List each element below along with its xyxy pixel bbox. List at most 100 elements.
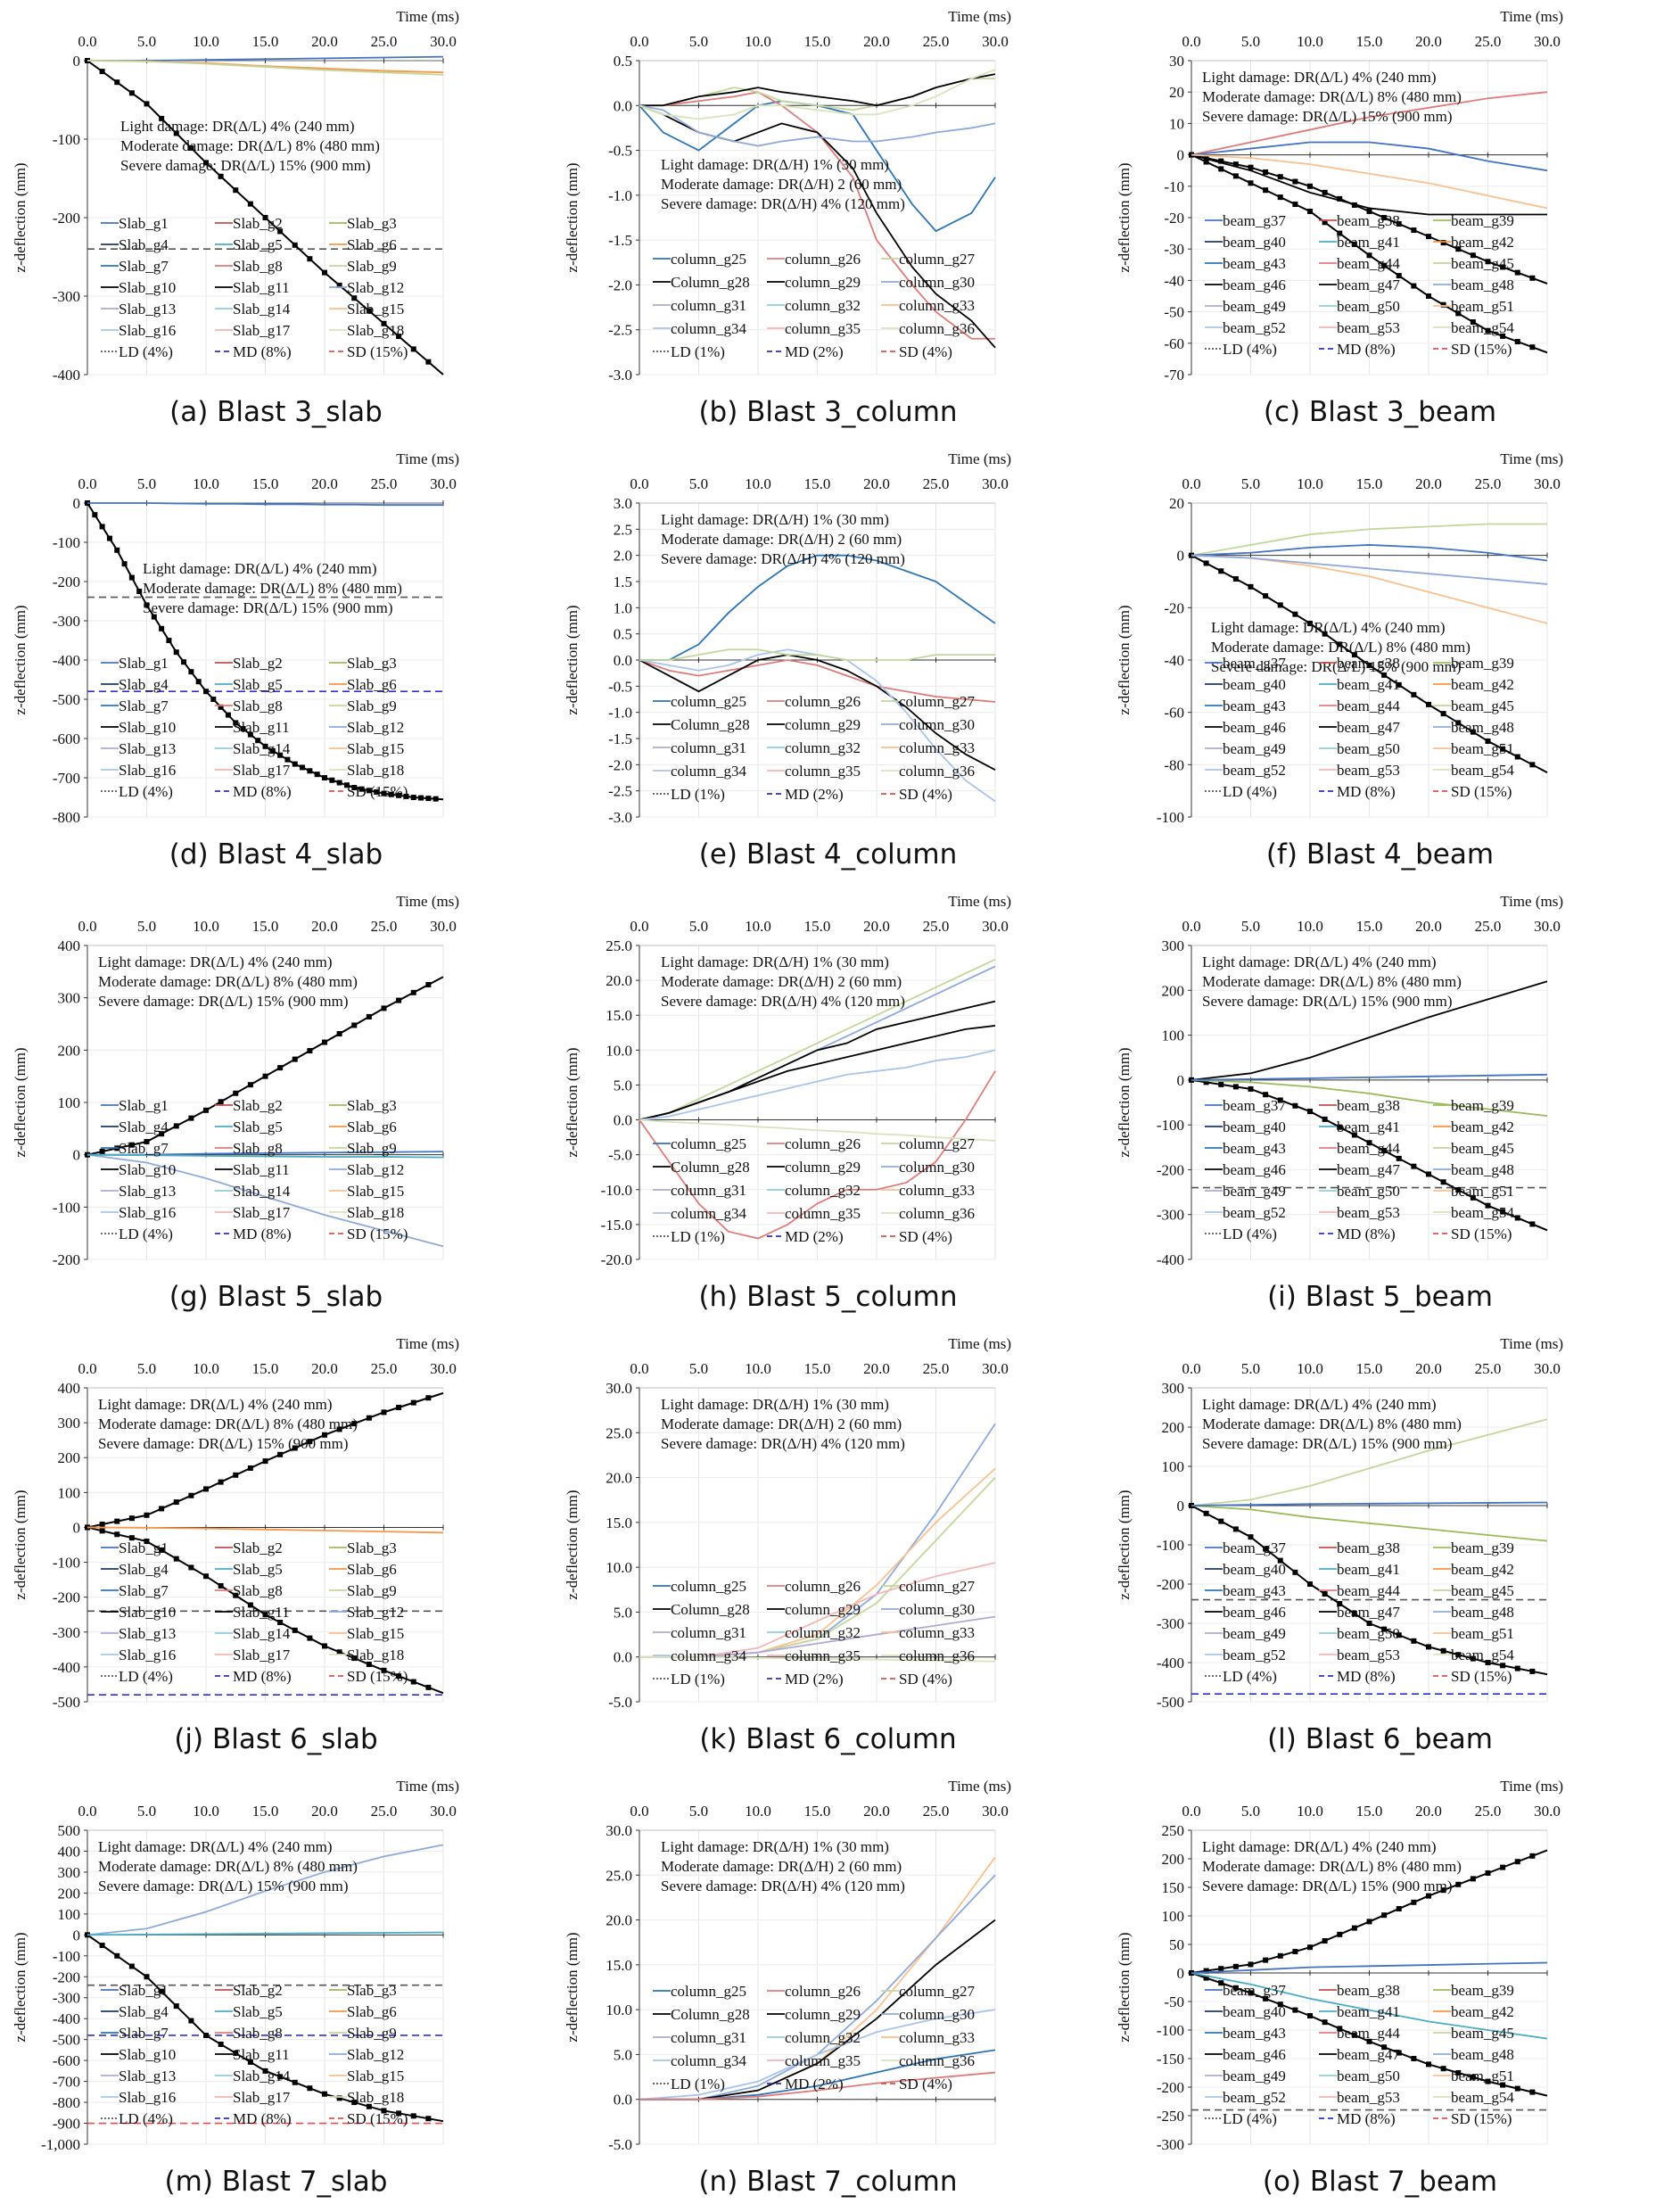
legend-label: column_g34 [671,763,746,780]
legend-label: beam_g49 [1223,2068,1286,2084]
x-axis-title: Time (ms) [1500,8,1563,25]
y-tick-label: -500 [53,691,80,708]
series-marker [1381,672,1388,678]
y-tick-label: -200 [53,1251,80,1268]
legend-label: beam_g53 [1337,319,1400,336]
y-tick-label: -500 [53,1694,80,1711]
series-marker [188,669,194,675]
legend-label: SD (4%) [899,786,952,803]
series-marker [225,712,231,718]
chart-panel-k: -5.0 0.0 5.0 10.0 15.0 20.0 25.0 30.0 0.0 5.0 10.0… [552,1327,1104,1770]
legend-label: Slab_g12 [347,2046,404,2063]
legend-label: column_g36 [899,1647,975,1664]
series-marker [425,2116,432,2122]
legend-label: beam_g38 [1337,655,1400,672]
series-marker [322,775,327,780]
series-marker [1337,1601,1343,1606]
legend-label: column_g36 [899,763,975,780]
x-axis-title: Time (ms) [1500,450,1563,467]
x-tick-label: 20.0 [311,475,338,492]
series-marker [128,90,135,96]
series-marker [1485,738,1491,744]
x-tick-label: 25.0 [371,1360,398,1377]
series-marker [1322,2019,1328,2026]
damage-annotation: Severe damage: DR(Δ/L) 15% (900 mm) [98,1878,349,1894]
legend-label: LD (4%) [1223,2110,1277,2127]
y-tick-label: -10.0 [601,1182,632,1199]
series-marker [1337,195,1343,202]
series-marker [233,720,239,726]
y-axis-title: z-deflection (mm) [564,605,581,714]
legend-label: column_g29 [785,1159,861,1176]
y-tick-label: -700 [53,770,80,787]
y-tick-label: 3.0 [614,495,632,512]
panel-caption: (c) Blast 3_beam [1263,396,1497,428]
legend-label: beam_g40 [1223,234,1286,251]
legend-label: beam_g50 [1337,1183,1400,1200]
y-tick-label: 30.0 [606,1380,632,1397]
legend-label: Slab_g13 [119,1625,176,1642]
series-marker [114,1952,120,1959]
legend-label: beam_g43 [1223,255,1286,272]
series-marker [1411,1899,1417,1905]
series-marker [159,1506,165,1512]
y-axis-title: z-deflection (mm) [1116,1490,1133,1599]
y-tick-label: 200 [1162,1851,1185,1868]
series-marker [233,1090,239,1096]
series-marker [1322,1591,1328,1597]
y-tick-label: 100 [1162,1908,1185,1925]
legend-label: beam_g52 [1223,1647,1286,1663]
y-axis-title: z-deflection (mm) [12,1047,29,1157]
legend-label: column_g34 [671,320,746,337]
legend-label: LD (4%) [1223,1226,1277,1242]
legend-label: LD (4%) [119,1668,173,1685]
legend-label: Slab_g1 [119,1097,169,1114]
series-marker [425,359,432,365]
y-tick-label: 100 [1162,1028,1185,1044]
x-tick-label: 30.0 [1534,475,1561,492]
x-tick-label: 10.0 [193,1360,219,1377]
legend-label: Slab_g14 [233,301,291,318]
legend-label: beam_g52 [1223,319,1286,336]
legend-label: SD (15%) [1451,783,1512,800]
legend-label: Slab_g2 [233,1097,283,1114]
y-tick-label: -200 [1157,1576,1184,1593]
series-marker [277,1620,284,1626]
x-tick-label: 5.0 [137,475,156,492]
legend-label: Slab_g8 [233,1582,283,1599]
series-marker [173,130,179,136]
series-marker [336,2095,342,2101]
series-marker [144,101,150,107]
y-tick-label: -2.5 [608,322,632,339]
legend-label: Slab_g7 [119,1140,169,1157]
series-marker [1381,1626,1388,1632]
y-tick-label: 400 [58,1380,81,1397]
legend-label: Slab_g9 [347,1140,397,1157]
x-tick-label: 5.0 [1241,475,1260,492]
legend-label: beam_g46 [1223,719,1286,736]
series-marker [1514,1665,1520,1671]
series-marker [1470,1655,1476,1662]
series-line [1191,1078,1548,1117]
x-tick-label: 30.0 [1534,918,1561,935]
y-tick-label: -600 [53,730,80,747]
series-marker [1351,1611,1357,1616]
series-marker [218,173,224,179]
series-marker [1322,219,1328,226]
x-tick-label: 0.0 [1182,33,1200,50]
series-marker [1485,259,1491,265]
legend-label: LD (1%) [671,343,725,360]
legend-label: column_g35 [785,2052,861,2069]
damage-annotation: Severe damage: DR(Δ/H) 4% (120 mm) [661,1435,905,1452]
series-marker [1248,1990,1254,1996]
y-tick-label: -1.0 [608,705,632,722]
x-axis-title: Time (ms) [948,450,1011,467]
series-line [1191,1418,1548,1506]
legend-label: beam_g39 [1451,655,1514,672]
series-marker [1277,602,1283,608]
series-marker [1440,1647,1446,1654]
legend-label: column_g27 [899,251,975,268]
legend-label: MD (2%) [785,343,844,360]
series-marker [1248,1534,1254,1540]
x-tick-label: 20.0 [1415,33,1442,50]
